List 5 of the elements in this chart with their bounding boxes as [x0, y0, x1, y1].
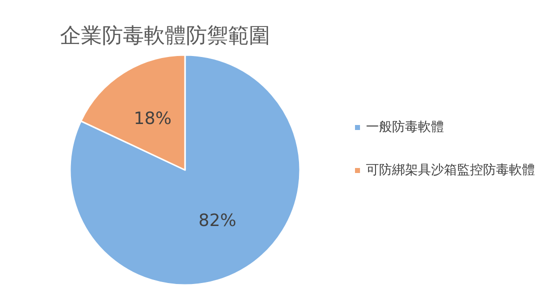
data-label: 18% [134, 108, 172, 129]
chart-title: 企業防毒軟體防禦範圍 [60, 24, 270, 48]
data-label: 82% [198, 211, 236, 232]
legend-label: 可防綁架具沙箱監控防毒軟體 [366, 163, 535, 178]
legend-label: 一般防毒軟體 [366, 120, 444, 135]
